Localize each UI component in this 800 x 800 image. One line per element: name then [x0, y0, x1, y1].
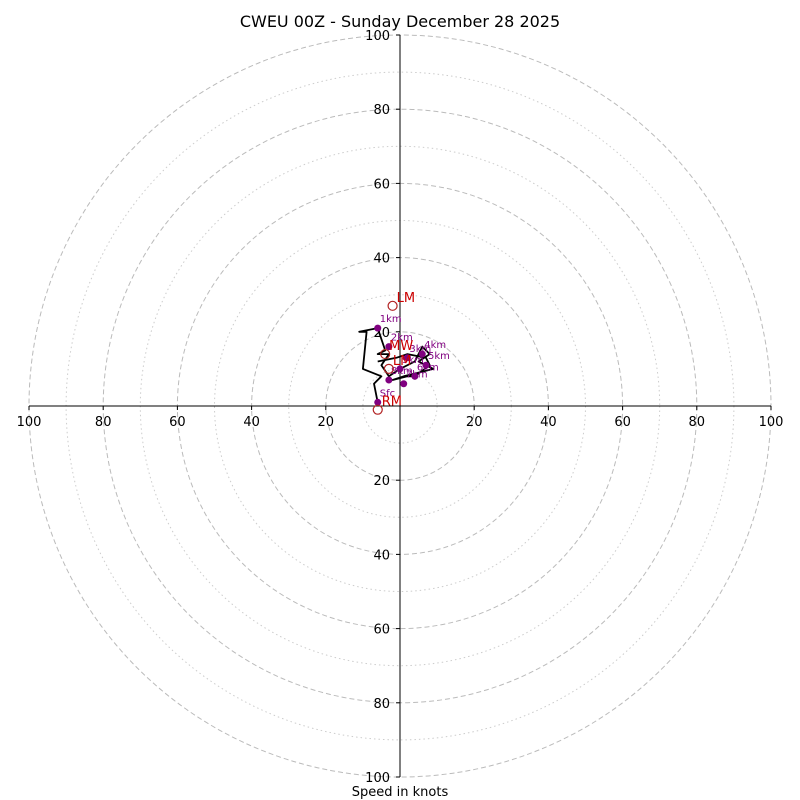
- storm-motion-marker: [383, 363, 394, 374]
- x-tick-label: 20: [318, 415, 335, 430]
- x-tick-label: 80: [95, 415, 112, 430]
- storm-motion-label: RM: [382, 395, 402, 410]
- height-marker-dot: [418, 350, 426, 358]
- height-marker-dot: [411, 372, 419, 380]
- height-marker-dot: [396, 365, 404, 373]
- storm-motion-label: LM: [393, 354, 411, 369]
- storm-motion-marker: [372, 404, 383, 415]
- x-tick-label: 100: [17, 415, 42, 430]
- height-marker-label: 4km: [424, 340, 446, 351]
- height-marker-label: 9km: [402, 355, 424, 366]
- height-marker-dot: [403, 354, 411, 362]
- tick-labels: 100 80 60 40 20 20 40 60 80 100204060801002040608…: [17, 29, 784, 786]
- height-marker-dot: [422, 361, 430, 369]
- height-marker-dot: [374, 324, 382, 332]
- x-tick-label: 60: [614, 415, 631, 430]
- wind-trace-line: [358, 327, 435, 403]
- y-tick-label: 80: [373, 103, 390, 118]
- height-marker-label: 2km: [391, 333, 413, 344]
- height-markers: Sfc1km2km3km4km5km6km7km8km9km: [374, 314, 450, 406]
- height-marker-dot: [385, 343, 393, 351]
- y-tick-label: 40: [373, 548, 390, 563]
- x-axis-label: Speed in knots: [352, 785, 449, 800]
- x-tick-label: 80: [689, 415, 706, 430]
- x-tick-label: 40: [243, 415, 260, 430]
- height-marker-label: Sfc: [380, 388, 395, 399]
- x-tick-label: 60: [169, 415, 186, 430]
- height-marker-label: 7km: [406, 370, 428, 381]
- storm-motion-marker: [387, 300, 398, 311]
- height-marker-dot: [400, 380, 408, 388]
- height-marker-label: 5km: [428, 351, 450, 362]
- y-tick-label: 20: [373, 474, 390, 489]
- y-tick-label: 100: [365, 29, 390, 44]
- axes: [29, 35, 771, 777]
- height-marker-label: 3km: [409, 344, 431, 355]
- height-marker-label: 6km: [417, 362, 439, 373]
- x-tick-label: 40: [540, 415, 557, 430]
- height-marker-label: 1km: [380, 314, 402, 325]
- storm-motion-marker: [380, 348, 391, 360]
- y-tick-label: 100: [365, 771, 390, 786]
- wind-trace: [358, 327, 435, 403]
- x-tick-label: 100: [759, 415, 784, 430]
- height-marker-dot: [385, 376, 393, 384]
- x-tick-label: 20: [466, 415, 483, 430]
- chart-title: CWEU 00Z - Sunday December 28 2025: [240, 12, 560, 31]
- storm-motion-label: LM: [397, 291, 415, 306]
- y-tick-label: 60: [373, 623, 390, 638]
- y-tick-label: 80: [373, 697, 390, 712]
- height-marker-dot: [374, 398, 382, 406]
- storm-motion-label: MW: [389, 339, 413, 354]
- y-tick-label: 40: [373, 252, 390, 267]
- y-tick-label: 60: [373, 177, 390, 192]
